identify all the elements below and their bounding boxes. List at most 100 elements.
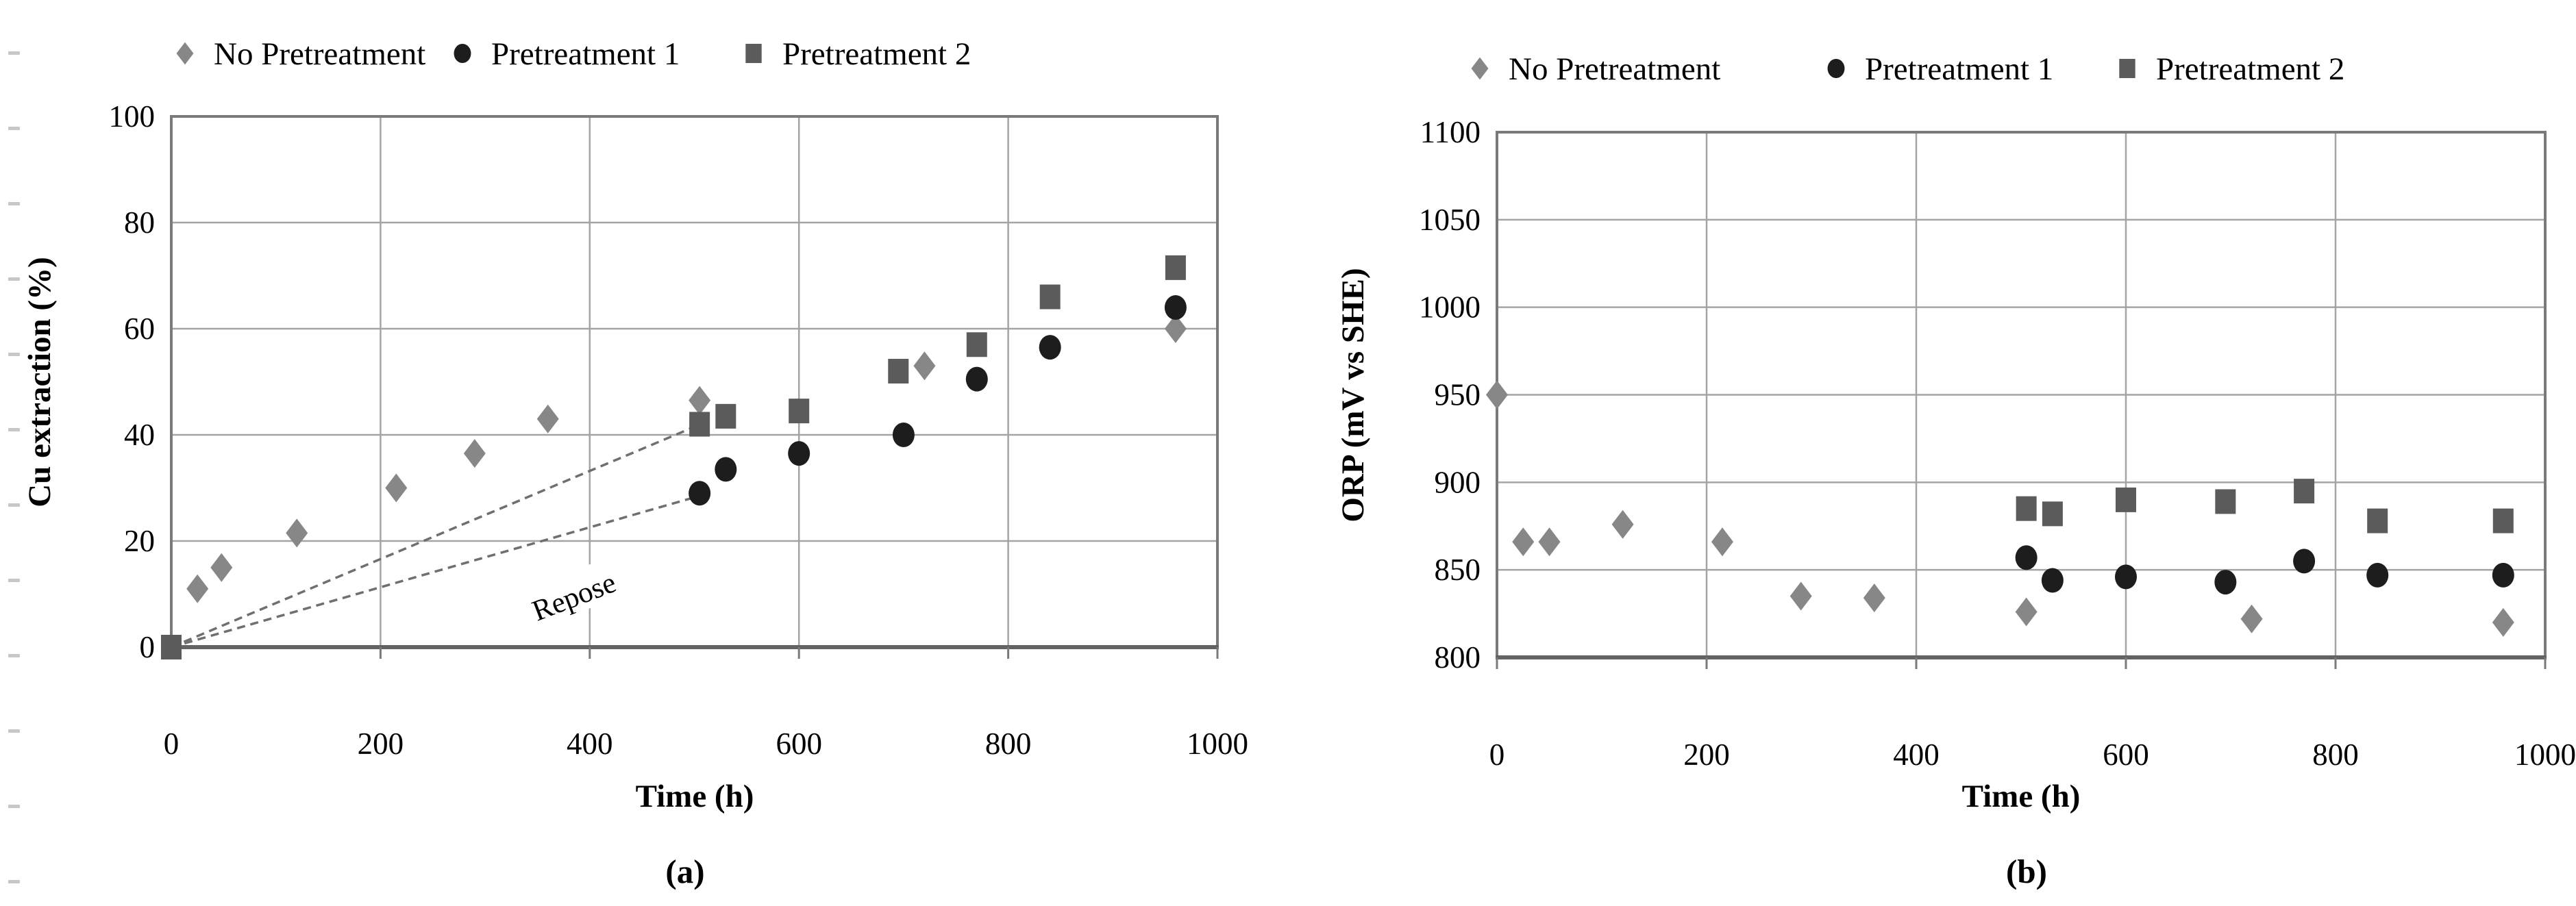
- margin-dash: [8, 202, 20, 205]
- data-point-no-pretreatment: [1711, 527, 1733, 557]
- data-point-no-pretreatment: [1863, 583, 1885, 613]
- data-point-pretreatment-2: [161, 635, 182, 659]
- data-point-pretreatment-2: [715, 403, 736, 429]
- annotation-group: Repose: [483, 542, 662, 644]
- data-point-pretreatment-1: [965, 366, 988, 392]
- x-tick-label: 0: [164, 727, 179, 761]
- y-tick-label: 20: [124, 524, 155, 558]
- data-point-no-pretreatment: [463, 439, 486, 468]
- data-point-no-pretreatment: [1486, 380, 1508, 410]
- legend-marker-square: [745, 43, 762, 64]
- x-tick-label: 200: [358, 727, 404, 761]
- y-tick-label: 80: [124, 205, 155, 240]
- legend-marker-circle: [1827, 58, 1845, 79]
- y-tick-label: 40: [124, 418, 155, 452]
- annotation-dashed-line: [171, 425, 695, 649]
- data-point-pretreatment-2: [888, 359, 909, 383]
- data-point-pretreatment-1: [2293, 549, 2316, 574]
- y-tick-label: 1050: [1419, 203, 1481, 237]
- data-point-no-pretreatment: [2240, 604, 2263, 633]
- data-point-pretreatment-1: [2366, 562, 2389, 588]
- y-axis-title-b: ORP (mV vs SHE): [1335, 268, 1371, 523]
- legend-label: Pretreatment 2: [782, 36, 971, 72]
- legend-label: No Pretreatment: [214, 36, 425, 72]
- data-point-pretreatment-2: [2042, 501, 2063, 527]
- data-point-pretreatment-1: [2115, 564, 2137, 590]
- data-point-pretreatment-2: [2492, 508, 2514, 533]
- margin-dash: [8, 654, 20, 657]
- data-point-no-pretreatment: [1164, 314, 1187, 343]
- x-axis-title-b: Time (h): [1961, 779, 2081, 814]
- data-point-no-pretreatment: [186, 574, 209, 603]
- margin-dash: [8, 51, 20, 55]
- y-tick-label: 60: [124, 312, 155, 346]
- x-tick-label: 1000: [2514, 738, 2576, 772]
- x-tick-label: 600: [2103, 738, 2149, 772]
- data-point-no-pretreatment: [1538, 527, 1561, 557]
- legend-label: Pretreatment 2: [2156, 51, 2344, 87]
- data-point-no-pretreatment: [913, 351, 936, 381]
- legend-marker-diamond: [176, 42, 194, 65]
- data-point-no-pretreatment: [210, 553, 233, 582]
- plot-border: [170, 115, 1219, 649]
- data-point-pretreatment-2: [789, 399, 810, 424]
- y-tick-label: 950: [1435, 378, 1481, 412]
- margin-dash: [8, 277, 20, 281]
- x-tick-label: 600: [776, 727, 822, 761]
- margin-dash: [8, 805, 20, 808]
- y-tick-label: 1100: [1420, 115, 1481, 149]
- data-point-pretreatment-1: [715, 457, 737, 482]
- data-point-pretreatment-1: [2214, 570, 2237, 595]
- y-axis-title-a: Cu extraction (%): [22, 257, 58, 507]
- annotation-background: [483, 542, 662, 644]
- margin-dash: [8, 353, 20, 356]
- y-tick-label: 0: [140, 630, 156, 664]
- legend-marker-square: [2119, 58, 2135, 79]
- data-point-pretreatment-1: [2015, 545, 2038, 570]
- data-point-pretreatment-2: [966, 332, 987, 357]
- chart-panel-b: 800 850 900 950 1000 1050 1100 0 200 400 600 800 100…: [1419, 51, 2576, 772]
- x-tick-label: 400: [1893, 738, 1940, 772]
- x-tick-label: 200: [1683, 738, 1730, 772]
- y-tick-label: 850: [1435, 553, 1481, 587]
- y-tick-label: 900: [1435, 465, 1481, 499]
- x-tick-label: 800: [2312, 738, 2359, 772]
- data-point-pretreatment-1: [2492, 562, 2514, 588]
- data-point-pretreatment-2: [1039, 284, 1061, 310]
- data-point-pretreatment-2: [2016, 496, 2037, 521]
- data-point-no-pretreatment: [536, 404, 559, 433]
- x-tick-label: 800: [985, 727, 1032, 761]
- data-point-no-pretreatment: [2015, 597, 2038, 627]
- y-tick-label: 100: [109, 99, 156, 134]
- y-tick-label: 800: [1435, 640, 1481, 675]
- x-tick-label: 0: [1489, 738, 1505, 772]
- annotation-dashed-line: [171, 494, 700, 649]
- y-tick-label: 1000: [1419, 290, 1481, 325]
- data-point-pretreatment-1: [788, 441, 810, 466]
- data-point-no-pretreatment: [689, 386, 711, 415]
- data-point-pretreatment-2: [2116, 487, 2136, 512]
- panel-caption-a: (a): [665, 853, 705, 890]
- data-point-no-pretreatment: [286, 518, 308, 548]
- data-point-pretreatment-2: [689, 412, 710, 437]
- data-point-pretreatment-2: [2215, 489, 2236, 514]
- data-point-pretreatment-2: [2367, 508, 2388, 533]
- legend-label: Pretreatment 1: [1865, 51, 2053, 87]
- data-point-no-pretreatment: [1789, 581, 1812, 611]
- data-point-pretreatment-1: [2041, 568, 2064, 593]
- data-point-no-pretreatment: [385, 473, 408, 503]
- data-point-pretreatment-1: [1164, 295, 1187, 320]
- legend-label: No Pretreatment: [1509, 51, 1720, 87]
- legend-marker-circle: [454, 43, 471, 64]
- margin-dash: [8, 579, 20, 582]
- data-point-no-pretreatment: [2492, 607, 2514, 637]
- margin-dash: [8, 729, 20, 733]
- x-axis-title-a: Time (h): [635, 779, 754, 814]
- margin-dash: [8, 880, 20, 883]
- data-point-pretreatment-2: [1165, 255, 1186, 280]
- data-point-pretreatment-1: [1039, 335, 1061, 360]
- margin-dash: [8, 503, 20, 507]
- data-point-no-pretreatment: [1512, 527, 1535, 557]
